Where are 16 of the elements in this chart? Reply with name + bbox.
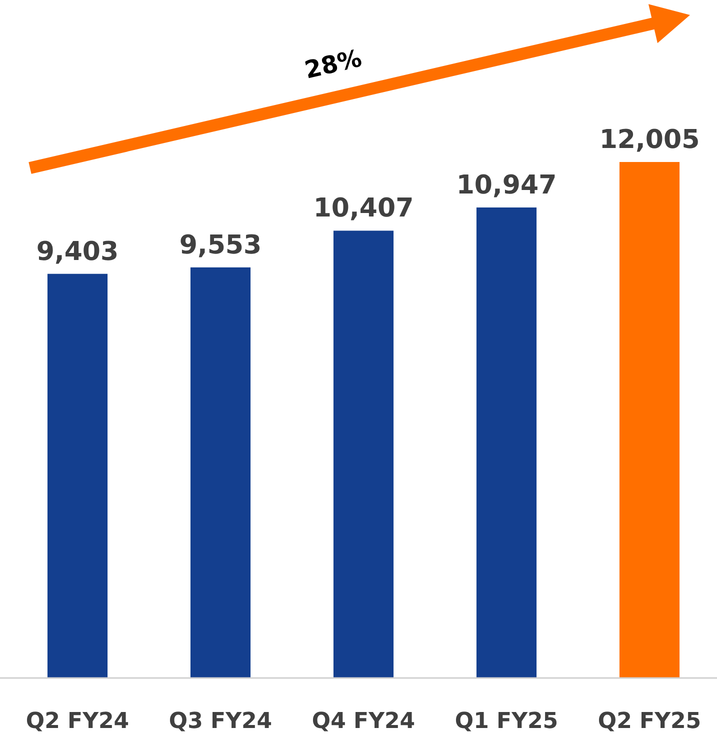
data-label: 9,553 bbox=[179, 230, 262, 260]
bar bbox=[190, 267, 251, 678]
bar bbox=[619, 162, 680, 678]
x-tick-label: Q1 FY25 bbox=[454, 709, 558, 734]
x-tick-label: Q4 FY24 bbox=[312, 709, 416, 734]
data-label: 12,005 bbox=[599, 125, 700, 155]
text: 28% bbox=[302, 44, 364, 84]
bar bbox=[333, 230, 394, 678]
bar bbox=[476, 207, 537, 678]
x-tick-label: Q2 FY25 bbox=[598, 709, 702, 734]
bar bbox=[47, 274, 108, 678]
x-tick-label: Q3 FY24 bbox=[168, 709, 272, 734]
x-tick-label: Q2 FY24 bbox=[26, 709, 130, 734]
data-label: 10,947 bbox=[456, 170, 557, 200]
data-label: 10,407 bbox=[313, 194, 414, 224]
data-label: 9,403 bbox=[36, 236, 119, 267]
